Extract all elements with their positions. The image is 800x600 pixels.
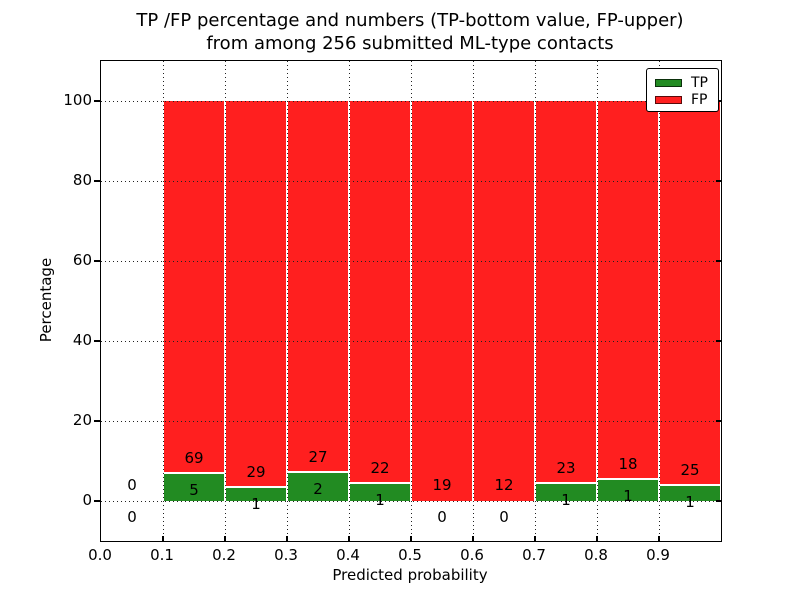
tp-count-label: 0 — [127, 508, 137, 526]
y-gridline — [101, 500, 721, 502]
x-gridline — [534, 61, 536, 541]
bar-fp — [163, 101, 225, 474]
legend-item-fp: FP — [655, 91, 718, 108]
chart-title-line1: TP /FP percentage and numbers (TP-bottom… — [136, 10, 684, 31]
tp-count-label: 5 — [189, 480, 199, 499]
y-tick-mark — [716, 500, 721, 502]
fp-count-label: 12 — [494, 476, 514, 494]
y-tick-label: 0 — [82, 491, 92, 509]
fp-count-label: 18 — [618, 454, 638, 473]
fp-count-label: 22 — [370, 458, 390, 477]
x-tick-label: 0.0 — [88, 546, 112, 564]
tp-count-label: 1 — [251, 494, 261, 513]
x-tick-label: 0.3 — [274, 546, 298, 564]
fp-count-label: 69 — [184, 448, 204, 467]
bar-tp — [659, 485, 721, 501]
y-gridline — [101, 100, 721, 102]
x-tick-label: 0.7 — [522, 546, 546, 564]
bar-fp — [349, 101, 411, 484]
tp-count-label: 2 — [313, 480, 323, 499]
fp-count-label: 25 — [680, 460, 700, 479]
fp-legend-swatch-icon — [655, 95, 682, 104]
tp-legend-swatch-icon — [655, 78, 682, 87]
tp-count-label: 1 — [561, 491, 571, 510]
bar-fp — [535, 101, 597, 485]
x-tick-label: 0.4 — [336, 546, 360, 564]
bar-fp — [659, 101, 721, 486]
bar-fp — [287, 101, 349, 474]
x-tick-label: 0.8 — [584, 546, 608, 564]
y-tick-mark — [94, 260, 100, 262]
y-tick-label: 60 — [72, 251, 92, 269]
y-gridline — [101, 180, 721, 182]
y-tick-mark — [716, 420, 721, 422]
chart-title: TP /FP percentage and numbers (TP-bottom… — [60, 9, 760, 55]
tp-count-label: 1 — [623, 486, 633, 505]
x-tick-label: 0.2 — [212, 546, 236, 564]
x-gridline — [348, 61, 350, 541]
x-tick-label: 0.9 — [646, 546, 670, 564]
tp-count-label: 1 — [685, 492, 695, 511]
y-tick-mark — [716, 260, 721, 262]
x-tick-mark — [596, 536, 598, 541]
x-gridline — [224, 61, 226, 541]
legend: TP FP — [646, 68, 719, 112]
y-tick-mark — [94, 180, 100, 182]
tp-count-label: 0 — [499, 508, 509, 526]
x-tick-mark — [472, 536, 474, 541]
y-gridline — [101, 420, 721, 422]
x-tick-mark — [286, 536, 288, 541]
fp-count-label: 29 — [246, 462, 266, 481]
y-tick-mark — [716, 180, 721, 182]
legend-label-fp: FP — [691, 91, 708, 108]
x-tick-label: 0.5 — [398, 546, 422, 564]
bar-fp — [225, 101, 287, 488]
x-gridline — [162, 61, 164, 541]
y-tick-mark — [94, 100, 100, 102]
x-axis-label: Predicted probability — [332, 566, 488, 584]
y-tick-label: 20 — [72, 411, 92, 429]
fp-count-label: 0 — [127, 476, 137, 494]
tp-count-label: 0 — [437, 508, 447, 526]
y-tick-label: 100 — [63, 91, 92, 109]
chart-title-line2: from among 256 submitted ML-type contact… — [206, 33, 614, 54]
y-gridline — [101, 260, 721, 262]
x-gridline — [596, 61, 598, 541]
x-tick-mark — [658, 536, 660, 541]
x-tick-mark — [534, 536, 536, 541]
x-tick-mark — [348, 536, 350, 541]
fp-count-label: 19 — [432, 476, 452, 494]
fp-count-label: 23 — [556, 459, 576, 478]
x-tick-label: 0.6 — [460, 546, 484, 564]
x-tick-label: 0.1 — [150, 546, 174, 564]
y-axis-label: Percentage — [37, 257, 55, 343]
x-gridline — [410, 61, 412, 541]
legend-item-tp: TP — [655, 74, 718, 91]
bar-fp — [597, 101, 659, 480]
bar-fp — [473, 101, 535, 501]
bar-fp — [411, 101, 473, 501]
x-gridline — [286, 61, 288, 541]
y-tick-mark — [94, 420, 100, 422]
x-tick-mark — [162, 536, 164, 541]
y-tick-mark — [94, 340, 100, 342]
x-tick-mark — [410, 536, 412, 541]
y-tick-mark — [94, 500, 100, 502]
x-gridline — [658, 61, 660, 541]
y-tick-label: 80 — [72, 171, 92, 189]
x-tick-mark — [224, 536, 226, 541]
legend-label-tp: TP — [691, 74, 708, 91]
y-tick-label: 40 — [72, 331, 92, 349]
plot-area: TP FP 0 0 69 5 29 1 27 2 22 1 19 0 12 0 23 1 18 1 25 1 — [94, 60, 722, 542]
x-gridline — [472, 61, 474, 541]
bar-tp — [287, 473, 349, 501]
y-gridline — [101, 340, 721, 342]
fp-count-label: 27 — [308, 448, 328, 467]
tp-count-label: 1 — [375, 490, 385, 509]
y-tick-mark — [716, 340, 721, 342]
